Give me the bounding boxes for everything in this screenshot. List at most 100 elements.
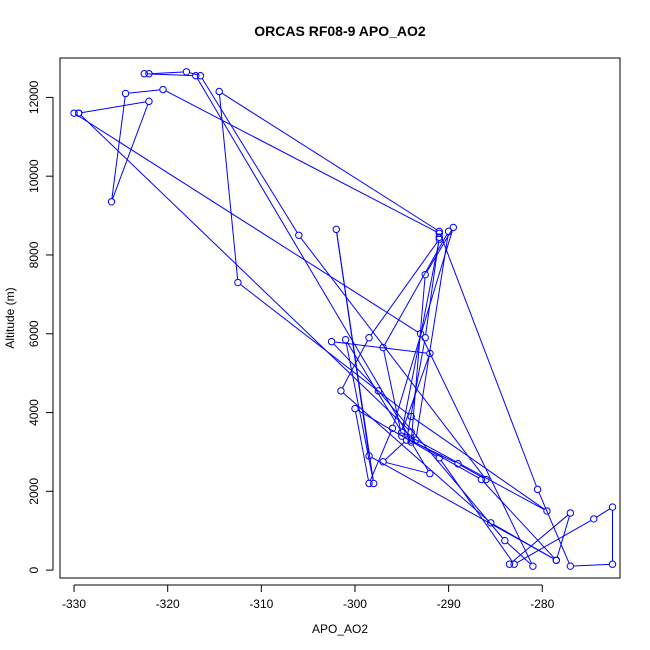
series-segment [221, 92, 437, 231]
data-point [215, 87, 223, 96]
data-point [407, 428, 415, 436]
series-segment [556, 515, 570, 558]
data-point [398, 428, 406, 436]
data-point [421, 333, 429, 342]
data-point [543, 507, 551, 515]
data-point [407, 438, 415, 446]
data-point [407, 412, 415, 421]
plot-area-frame [59, 57, 621, 579]
data-point [477, 475, 486, 484]
data-point [566, 509, 575, 517]
series-segment [385, 441, 405, 460]
data-point [426, 469, 434, 478]
y-tick-label: 6000 [27, 320, 41, 347]
data-point [566, 562, 575, 570]
x-tick-label: -310 [249, 597, 273, 611]
data-point [421, 270, 429, 279]
y-tick-label: 0 [27, 566, 41, 573]
x-tick-label: -320 [156, 597, 180, 611]
series-segment [383, 350, 402, 434]
data-point [529, 562, 537, 570]
y-axis: 0 2000 4000 6000 8000 10000 12000 [27, 80, 54, 573]
data-point [533, 485, 542, 494]
series-segment [412, 444, 429, 472]
y-tick-label: 12000 [27, 80, 41, 114]
data-point [435, 454, 443, 462]
data-point [552, 556, 561, 564]
data-point [295, 231, 303, 239]
series-segment [196, 78, 410, 438]
series-segment [392, 230, 453, 426]
data-point [327, 337, 336, 346]
series-segment [404, 433, 545, 510]
x-tick-label: -330 [62, 597, 86, 611]
data-point [454, 460, 462, 468]
series-segment [76, 114, 419, 333]
data-point [159, 85, 167, 94]
data-point [510, 560, 518, 568]
series-segment [370, 241, 438, 336]
series-segment [343, 392, 489, 522]
data-point [341, 335, 350, 344]
series-segment [336, 232, 374, 481]
data-point [140, 70, 148, 78]
series-segment [112, 104, 149, 199]
data-point [365, 452, 373, 460]
data-point [435, 227, 443, 236]
series-segment [81, 101, 146, 114]
series-segment [333, 343, 377, 389]
series-segment [413, 441, 479, 479]
data-point [365, 479, 373, 488]
series-segment [386, 462, 427, 474]
data-point [501, 536, 509, 545]
series-segment [460, 464, 484, 479]
data-point [482, 475, 490, 484]
series-segment [369, 431, 392, 481]
data-point [70, 109, 78, 117]
series-segment [506, 542, 531, 565]
x-axis-label: APO_AO2 [312, 622, 368, 636]
data-point [365, 333, 373, 342]
series-segment [219, 94, 239, 280]
data-point [426, 349, 434, 358]
data-point [487, 519, 495, 527]
data-point [234, 278, 242, 287]
data-point [407, 436, 415, 444]
series-layer [70, 68, 617, 570]
series-segment [147, 73, 193, 77]
series-segment [573, 563, 610, 567]
series-segment [415, 234, 449, 438]
data-point [337, 387, 345, 395]
series-segment [355, 411, 369, 481]
series-segment [341, 340, 368, 389]
y-tick-label: 4000 [27, 399, 41, 426]
x-axis: -330 -320 -310 -300 -290 -280 [62, 584, 555, 611]
y-tick-label: 8000 [27, 241, 41, 268]
data-point [374, 387, 383, 395]
series-segment [371, 457, 554, 560]
data-point [449, 223, 458, 232]
data-point [416, 330, 425, 338]
series-segment [516, 520, 592, 564]
data-point [370, 479, 378, 488]
data-point [444, 227, 453, 236]
series-segment [402, 356, 430, 430]
data-point [332, 225, 340, 234]
data-point [75, 109, 83, 117]
data-point [192, 72, 200, 80]
y-axis-label: Altitude (m) [3, 287, 17, 348]
series-segment [345, 342, 374, 481]
data-point [608, 560, 617, 568]
series-segment [152, 71, 184, 75]
data-point [351, 404, 359, 413]
series-segment [413, 417, 545, 510]
series-segment [384, 233, 448, 346]
data-point [121, 89, 130, 98]
series-segment [165, 90, 437, 233]
data-point [505, 560, 514, 568]
data-point [107, 198, 116, 206]
data-point [590, 515, 598, 523]
y-tick-label: 2000 [27, 478, 41, 505]
data-point [398, 432, 406, 440]
series-segment [380, 393, 504, 539]
